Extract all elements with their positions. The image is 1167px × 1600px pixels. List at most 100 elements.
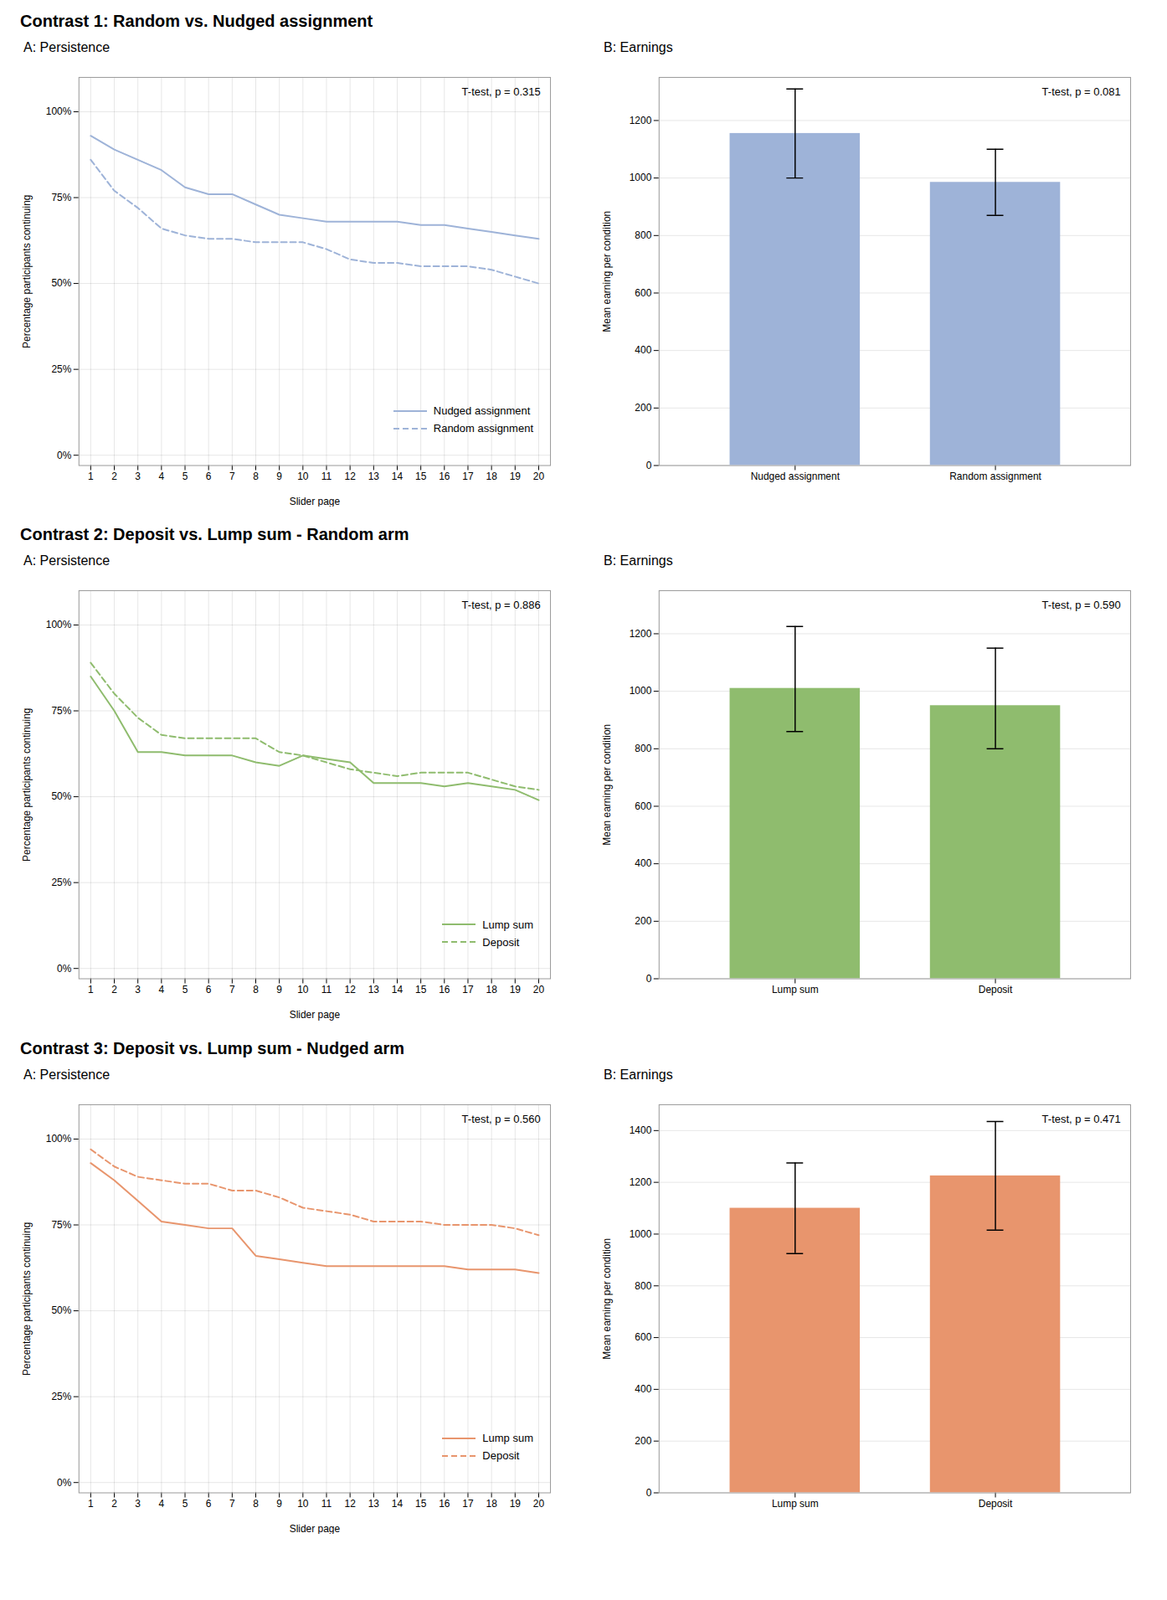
svg-text:Deposit: Deposit: [978, 1497, 1013, 1510]
svg-text:19: 19: [509, 1497, 522, 1510]
svg-text:800: 800: [634, 229, 652, 242]
svg-text:12: 12: [344, 470, 357, 483]
svg-text:1000: 1000: [629, 171, 653, 184]
svg-text:50%: 50%: [51, 277, 72, 289]
svg-text:11: 11: [321, 1497, 333, 1510]
svg-text:1200: 1200: [629, 1176, 653, 1188]
svg-text:3: 3: [134, 1497, 141, 1510]
svg-text:Percentage participants contin: Percentage participants continuing: [20, 708, 33, 862]
svg-text:15: 15: [415, 470, 427, 483]
svg-text:T-test, p = 0.471: T-test, p = 0.471: [1042, 1111, 1121, 1125]
svg-text:9: 9: [276, 984, 283, 997]
svg-text:400: 400: [634, 344, 652, 356]
svg-text:Lump sum: Lump sum: [771, 984, 819, 997]
svg-text:6: 6: [205, 984, 212, 997]
svg-text:2: 2: [111, 470, 118, 483]
svg-text:10: 10: [297, 470, 309, 483]
svg-text:Mean earning per condition: Mean earning per condition: [601, 210, 613, 333]
svg-text:1: 1: [87, 470, 94, 483]
svg-text:400: 400: [634, 1382, 652, 1395]
svg-text:7: 7: [229, 984, 236, 997]
svg-text:0: 0: [646, 459, 653, 472]
svg-text:600: 600: [634, 1331, 652, 1343]
svg-text:100%: 100%: [46, 1132, 72, 1145]
svg-text:19: 19: [509, 984, 522, 997]
svg-text:50%: 50%: [51, 1304, 72, 1317]
svg-text:800: 800: [634, 1279, 652, 1291]
svg-text:1000: 1000: [629, 1228, 653, 1240]
svg-text:T-test, p = 0.886: T-test, p = 0.886: [462, 598, 541, 612]
svg-text:800: 800: [634, 742, 652, 755]
svg-text:T-test, p = 0.590: T-test, p = 0.590: [1042, 598, 1121, 612]
svg-text:75%: 75%: [51, 704, 72, 717]
svg-text:Mean earning per condition: Mean earning per condition: [601, 724, 613, 846]
svg-text:19: 19: [509, 470, 522, 483]
svg-text:0%: 0%: [56, 1475, 72, 1488]
svg-text:Slider page: Slider page: [289, 1522, 341, 1534]
svg-text:T-test, p = 0.081: T-test, p = 0.081: [1042, 85, 1121, 98]
svg-text:Random assignment: Random assignment: [949, 470, 1042, 483]
svg-text:16: 16: [438, 984, 451, 997]
svg-text:0: 0: [646, 972, 653, 985]
svg-text:1: 1: [87, 984, 94, 997]
svg-text:100%: 100%: [46, 619, 72, 632]
svg-text:2: 2: [111, 984, 118, 997]
svg-text:200: 200: [634, 1434, 652, 1447]
svg-text:20: 20: [533, 470, 545, 483]
svg-text:7: 7: [229, 1497, 236, 1510]
svg-text:1400: 1400: [629, 1124, 653, 1137]
svg-text:11: 11: [321, 984, 333, 997]
svg-text:6: 6: [205, 470, 212, 483]
svg-text:0: 0: [646, 1486, 653, 1499]
svg-text:25%: 25%: [51, 1390, 72, 1403]
svg-text:Lump sum: Lump sum: [771, 1497, 819, 1510]
svg-text:200: 200: [634, 401, 652, 414]
svg-text:Deposit: Deposit: [978, 984, 1013, 997]
svg-text:75%: 75%: [51, 1218, 72, 1231]
svg-text:18: 18: [485, 1497, 498, 1510]
svg-text:8: 8: [252, 470, 259, 483]
svg-text:18: 18: [485, 984, 498, 997]
svg-text:13: 13: [368, 1497, 381, 1510]
svg-text:14: 14: [391, 470, 404, 483]
svg-text:1: 1: [87, 1497, 94, 1510]
svg-text:Nudged assignment: Nudged assignment: [750, 470, 841, 483]
svg-text:17: 17: [462, 470, 474, 483]
svg-text:2: 2: [111, 1497, 118, 1510]
svg-text:16: 16: [438, 1497, 451, 1510]
svg-text:1200: 1200: [629, 627, 653, 640]
svg-text:Slider page: Slider page: [289, 495, 341, 507]
svg-text:10: 10: [297, 984, 309, 997]
svg-text:12: 12: [344, 1497, 357, 1510]
svg-text:20: 20: [533, 984, 545, 997]
svg-text:13: 13: [368, 470, 381, 483]
svg-text:200: 200: [634, 915, 652, 928]
svg-text:15: 15: [415, 1497, 427, 1510]
svg-text:600: 600: [634, 287, 652, 299]
svg-text:7: 7: [229, 470, 236, 483]
svg-text:400: 400: [634, 858, 652, 870]
svg-text:12: 12: [344, 984, 357, 997]
svg-text:25%: 25%: [51, 876, 72, 889]
svg-text:14: 14: [391, 984, 404, 997]
svg-text:1200: 1200: [629, 114, 653, 127]
svg-text:Percentage participants contin: Percentage participants continuing: [20, 195, 33, 349]
svg-text:50%: 50%: [51, 791, 72, 803]
svg-text:25%: 25%: [51, 363, 72, 376]
svg-text:Slider page: Slider page: [289, 1008, 341, 1020]
svg-text:8: 8: [252, 984, 259, 997]
svg-text:9: 9: [276, 470, 283, 483]
svg-text:13: 13: [368, 984, 381, 997]
svg-text:15: 15: [415, 984, 427, 997]
svg-text:0%: 0%: [56, 962, 72, 975]
svg-text:T-test, p = 0.315: T-test, p = 0.315: [462, 85, 541, 98]
svg-text:100%: 100%: [46, 105, 72, 118]
svg-text:17: 17: [462, 1497, 474, 1510]
svg-text:3: 3: [134, 470, 141, 483]
svg-text:16: 16: [438, 470, 451, 483]
svg-text:4: 4: [159, 984, 165, 997]
svg-text:8: 8: [252, 1497, 259, 1510]
svg-text:11: 11: [321, 470, 333, 483]
svg-text:0%: 0%: [56, 449, 72, 462]
svg-text:17: 17: [462, 984, 474, 997]
